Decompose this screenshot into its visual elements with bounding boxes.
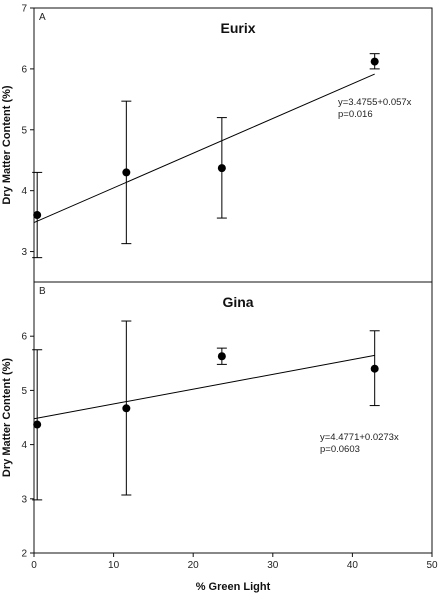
x-tick-label: 0 (31, 560, 37, 571)
y-axis-label-a: Dry Matter Content (%) (1, 85, 13, 205)
data-marks-b (32, 320, 380, 501)
y-axis-b: 2 3 4 5 6 (21, 332, 34, 560)
p-value-label-a: p=0.016 (338, 109, 373, 120)
x-axis-label: % Green Light (196, 581, 271, 593)
y-tick-label: 2 (21, 549, 27, 560)
panel-b: B Gina Dry Matter Content (%) 2 3 4 5 6 0 10 2… (1, 281, 438, 571)
x-tick-label: 20 (188, 560, 200, 571)
regression-line (33, 354, 375, 420)
p-value-label-b: p=0.0603 (320, 444, 360, 455)
panel-title-eurix: Eurix (220, 20, 255, 36)
data-point (122, 168, 131, 177)
y-tick-label: 5 (21, 386, 27, 397)
data-point (122, 404, 131, 413)
y-tick-label: 3 (21, 494, 27, 505)
y-tick-label: 6 (21, 64, 27, 75)
x-axis-b: 0 10 20 30 40 50 (31, 553, 438, 571)
data-point (217, 352, 226, 361)
y-tick-label: 4 (21, 440, 27, 451)
regression-line (33, 73, 375, 224)
data-point (33, 211, 42, 220)
y-tick-label: 4 (21, 186, 27, 197)
x-tick-label: 50 (426, 560, 438, 571)
panel-title-gina: Gina (222, 294, 253, 310)
plot-frame-b (33, 281, 433, 554)
y-tick-label: 6 (21, 332, 27, 343)
data-point (370, 364, 379, 373)
x-tick-label: 10 (108, 560, 120, 571)
panel-letter-b: B (39, 286, 46, 297)
equation-label-a: y=3.4755+0.057x (338, 97, 412, 108)
equation-label-b: y=4.4771+0.0273x (320, 432, 399, 443)
data-marks-a (32, 53, 380, 259)
y-axis-a: 3 4 5 6 7 (21, 4, 34, 258)
panel-letter-a: A (39, 12, 46, 23)
y-tick-label: 7 (21, 4, 27, 15)
data-point (217, 164, 226, 173)
y-axis-label-b: Dry Matter Content (%) (1, 358, 13, 478)
y-tick-label: 5 (21, 125, 27, 136)
x-tick-label: 40 (347, 560, 359, 571)
data-point (33, 420, 42, 429)
y-tick-label: 3 (21, 247, 27, 258)
data-point (370, 57, 379, 66)
x-tick-label: 30 (267, 560, 279, 571)
